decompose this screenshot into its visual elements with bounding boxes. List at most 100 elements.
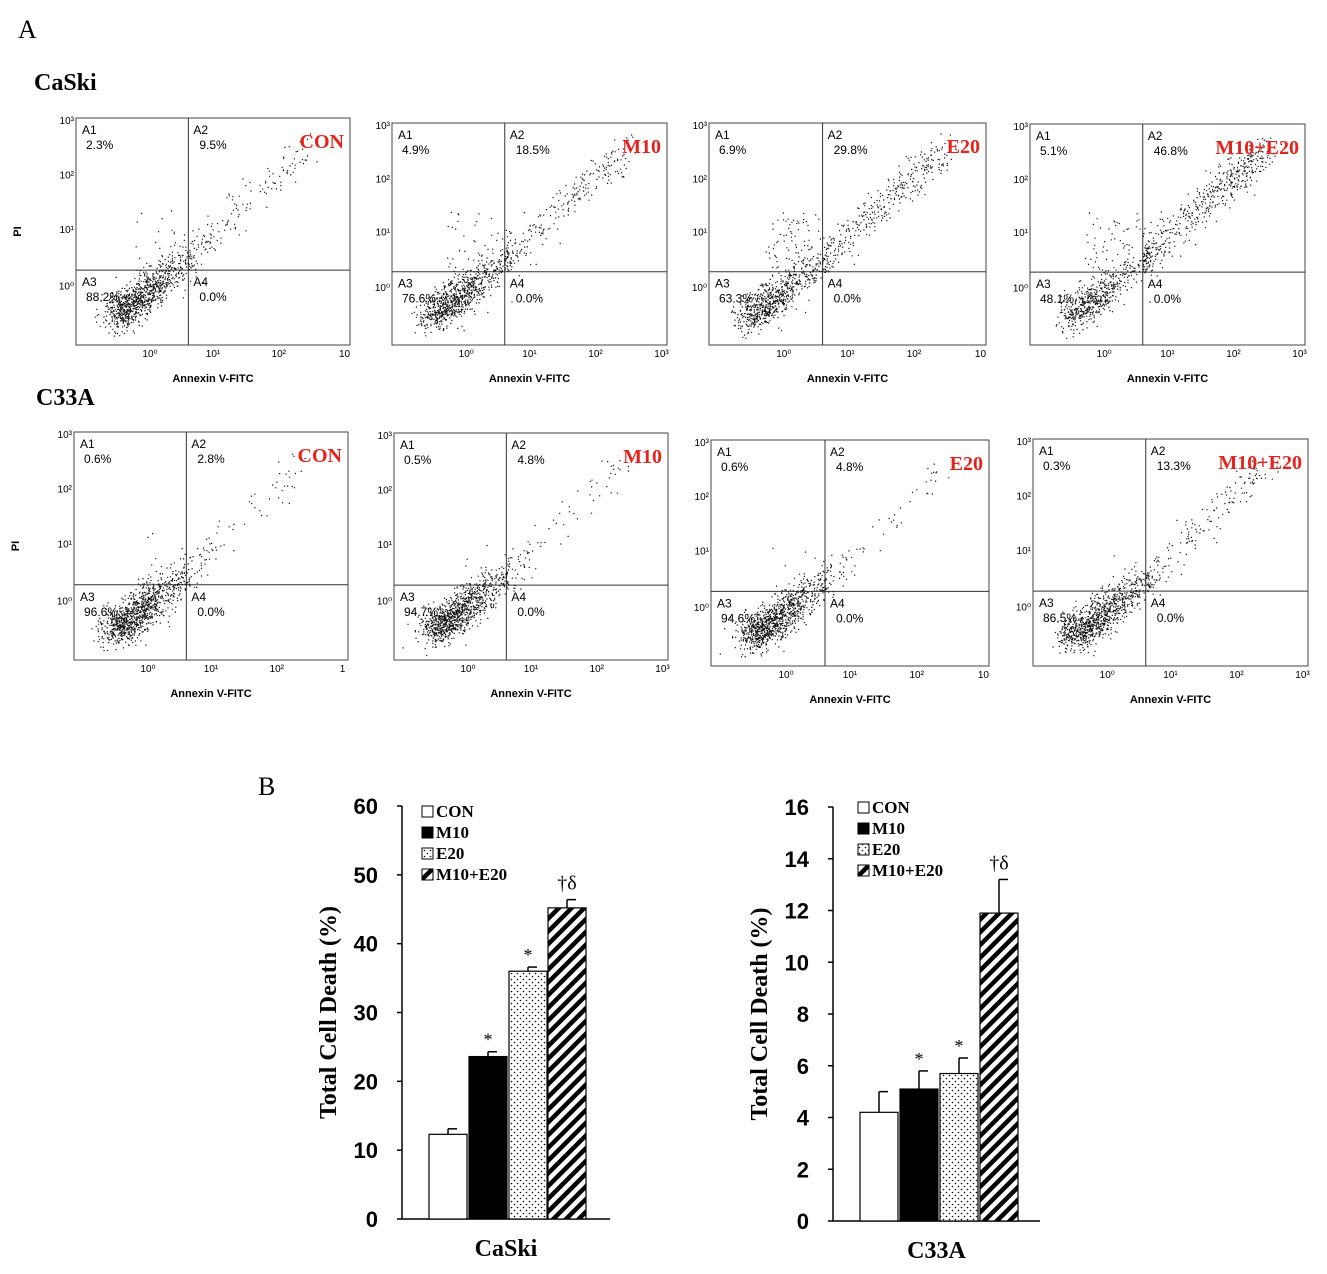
y-tick-label: 10²	[376, 174, 391, 185]
x-axis-label: Annexin V-FITC	[1127, 373, 1208, 385]
y-tick-label: 10²	[1017, 491, 1032, 502]
legend-label: E20	[872, 840, 900, 859]
condition-label: E20	[950, 453, 983, 475]
legend-swatch	[857, 843, 870, 856]
legend-swatch	[857, 864, 870, 877]
quadrant-value-a3: 96.6%	[84, 605, 118, 619]
x-tick-label: 10¹	[843, 670, 858, 681]
legend-label: M10	[872, 819, 905, 838]
condition-label: M10	[623, 446, 662, 468]
bar-con	[428, 1133, 468, 1220]
bar-m10	[468, 1055, 508, 1220]
x-tick-label: 10¹	[1160, 349, 1175, 360]
x-tick-label: 1	[340, 664, 346, 675]
x-tick-label: 10¹	[206, 349, 221, 360]
quadrant-value-a1: 0.6%	[721, 460, 749, 474]
quadrant-value-a4: 0.0%	[517, 605, 545, 619]
x-tick-label: 10³	[1295, 670, 1310, 681]
y-tick-label: 50	[354, 863, 378, 888]
x-tick-label: 10²	[270, 664, 285, 675]
quadrant-name-a1: A1	[1039, 444, 1054, 458]
legend-swatch	[421, 805, 434, 818]
y-tick-label: 6	[797, 1054, 809, 1079]
x-tick-label: 10⁰	[140, 664, 155, 675]
legend-swatch	[857, 822, 870, 835]
quadrant-name-a2: A2	[1148, 129, 1163, 143]
bar-e20	[939, 1072, 979, 1222]
quadrant-value-a2: 4.8%	[517, 453, 545, 467]
y-tick-label: 10¹	[376, 228, 391, 239]
x-tick-label: 10¹	[840, 349, 855, 360]
y-tick-label: 10⁰	[57, 596, 72, 607]
legend-label: CON	[872, 798, 911, 817]
y-tick-label: 10	[354, 1138, 378, 1163]
x-tick-label: 10²	[1226, 349, 1241, 360]
plot-frame	[391, 122, 668, 346]
legend-swatch	[421, 826, 434, 839]
quadrant-value-a2: 29.8%	[834, 143, 868, 157]
x-tick-label: 10	[978, 670, 990, 681]
plot-frame	[73, 431, 349, 661]
y-axis-label: PI	[10, 541, 22, 551]
quadrant-name-a2: A2	[830, 445, 845, 459]
quadrant-name-a1: A1	[400, 438, 415, 452]
quadrant-name-a4: A4	[510, 277, 525, 291]
plot-frame	[1029, 123, 1306, 346]
panel-label-a: A	[18, 15, 37, 44]
y-tick-label: 10⁰	[1016, 603, 1031, 614]
quadrant-name-a4: A4	[828, 277, 843, 291]
quadrant-value-a4: 0.0%	[1157, 611, 1185, 625]
x-axis-label: Annexin V-FITC	[170, 688, 251, 700]
x-axis-label: CaSki	[475, 1236, 538, 1262]
significance-label: †δ	[989, 852, 1008, 874]
condition-label: E20	[947, 136, 980, 158]
y-tick-label: 10³	[1014, 122, 1029, 133]
scatter-points	[730, 133, 957, 339]
quadrant-value-a2: 4.8%	[836, 460, 864, 474]
x-axis-label: C33A	[907, 1238, 966, 1264]
condition-label: M10+E20	[1215, 137, 1299, 159]
y-tick-label: 10¹	[695, 546, 710, 557]
quadrant-value-a4: 0.0%	[1154, 292, 1182, 306]
x-tick-label: 10⁰	[459, 349, 474, 360]
panel-label-b: B	[258, 772, 275, 801]
significance-label: *	[484, 1030, 493, 1050]
quadrant-name-a3: A3	[400, 590, 415, 604]
x-tick-label: 10	[339, 349, 351, 360]
quadrant-name-a2: A2	[191, 437, 206, 451]
legend-label: E20	[436, 844, 464, 863]
bar-m10	[899, 1088, 939, 1222]
y-tick-label: 30	[354, 1001, 378, 1026]
y-tick-label: 10³	[60, 116, 75, 127]
legend-label: CON	[436, 802, 475, 821]
scatter-points	[719, 463, 950, 658]
quadrant-value-a2: 13.3%	[1157, 459, 1191, 473]
x-tick-label: 10⁰	[1100, 670, 1115, 681]
y-tick-label: 14	[785, 847, 810, 872]
quadrant-name-a2: A2	[193, 123, 208, 137]
y-tick-label: 12	[785, 899, 809, 924]
bar-m10-e20	[547, 907, 587, 1220]
x-axis-label: Annexin V-FITC	[489, 373, 570, 385]
quadrant-name-a4: A4	[1148, 277, 1163, 291]
quadrant-name-a1: A1	[717, 445, 732, 459]
y-tick-label: 10²	[60, 170, 75, 181]
bar-e20	[508, 970, 548, 1220]
quadrant-value-a2: 2.8%	[197, 452, 225, 466]
quadrant-name-a3: A3	[1036, 277, 1051, 291]
quadrant-value-a3: 48.1%	[1040, 292, 1074, 306]
scatter-points	[94, 133, 318, 337]
quadrant-name-a3: A3	[82, 275, 97, 289]
scatter-points	[91, 453, 306, 652]
row-label: CaSki	[34, 70, 97, 96]
y-tick-label: 0	[797, 1209, 809, 1234]
y-tick-label: 10¹	[58, 539, 73, 550]
quadrant-value-a3: 76.6%	[402, 292, 436, 306]
quadrant-name-a2: A2	[828, 128, 843, 142]
condition-label: CON	[300, 131, 345, 153]
quadrant-value-a3: 88.2%	[86, 290, 120, 304]
quadrant-name-a3: A3	[717, 596, 732, 610]
